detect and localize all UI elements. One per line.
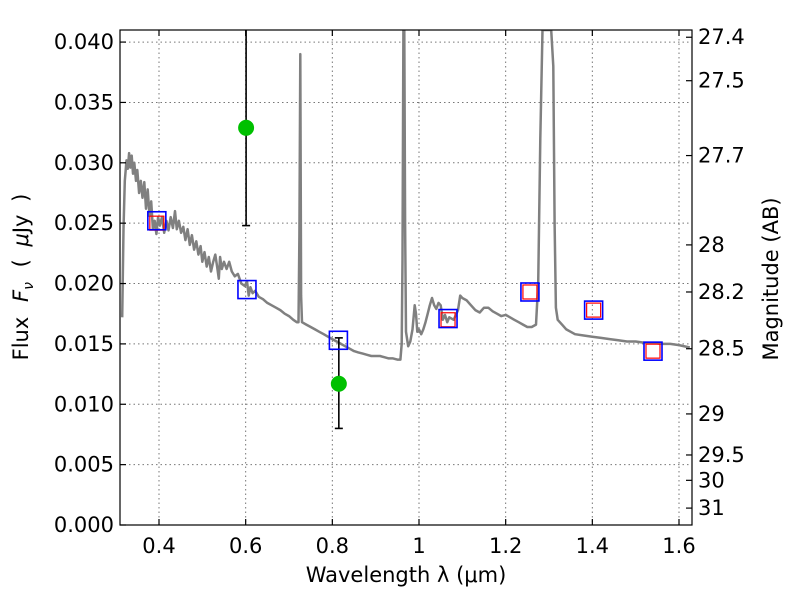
right-y-tick-label: 30 bbox=[698, 468, 725, 492]
right-y-tick-label: 29.5 bbox=[698, 443, 745, 467]
right-y-tick-label: 27.5 bbox=[698, 69, 745, 93]
right-y-tick-label: 27.4 bbox=[698, 25, 745, 49]
sed-line bbox=[120, 30, 691, 361]
right-y-tick-label: 28.5 bbox=[698, 337, 745, 361]
observed-flux-point bbox=[238, 119, 255, 136]
ticks: 0.4 0.6 0.8 1 1.2 1.4 1.6 0.000 0.005 0.010 0.015 0… bbox=[54, 25, 745, 558]
y-tick-label: 0.035 bbox=[54, 90, 114, 114]
grid bbox=[120, 30, 692, 526]
model-flux-square-blue bbox=[520, 282, 540, 302]
model-flux-square-red bbox=[586, 302, 602, 318]
y-tick-label: 0.025 bbox=[54, 211, 114, 235]
model-flux-square-blue bbox=[438, 308, 458, 329]
x-tick-label: 1.6 bbox=[662, 534, 695, 558]
x-tick-label: 0.4 bbox=[142, 534, 175, 558]
y-tick-label: 0.000 bbox=[54, 513, 114, 537]
y-axis-label-right: Magnitude (AB) bbox=[759, 197, 783, 360]
plot-frame bbox=[119, 29, 693, 526]
model-flux-square-blue bbox=[237, 279, 257, 300]
observed-flux-point bbox=[330, 375, 347, 392]
y-tick-label: 0.010 bbox=[54, 392, 114, 416]
y-tick-label: 0.005 bbox=[54, 453, 114, 477]
model-flux-square-blue bbox=[643, 341, 663, 361]
x-axis-label: Wavelength λ (μm) bbox=[306, 563, 507, 587]
model-flux-square-red bbox=[522, 284, 538, 300]
y-tick-label: 0.015 bbox=[54, 332, 114, 356]
model-flux-square-blue bbox=[328, 330, 349, 351]
right-y-tick-label: 29 bbox=[698, 402, 725, 426]
model-flux-square-red bbox=[645, 343, 661, 359]
series-layer bbox=[120, 30, 691, 361]
x-tick-label: 1.2 bbox=[489, 534, 522, 558]
y-tick-label: 0.040 bbox=[54, 30, 114, 54]
right-y-tick-label: 28.2 bbox=[698, 280, 745, 304]
x-tick-label: 1.4 bbox=[576, 534, 609, 558]
y-tick-label: 0.030 bbox=[54, 151, 114, 175]
right-y-tick-label: 27.7 bbox=[698, 144, 745, 168]
model-flux-square-blue bbox=[583, 300, 604, 320]
x-tick-label: 1 bbox=[412, 534, 425, 558]
right-y-tick-label: 28 bbox=[698, 233, 725, 257]
model-flux-square-blue bbox=[147, 210, 167, 231]
x-tick-label: 0.8 bbox=[316, 534, 349, 558]
marker-layer bbox=[147, 30, 663, 430]
y-axis-label: Flux Fν ( μJy ) bbox=[9, 194, 38, 361]
x-tick-label: 0.6 bbox=[229, 534, 262, 558]
y-tick-label: 0.020 bbox=[54, 272, 114, 296]
right-y-tick-label: 31 bbox=[698, 496, 725, 520]
